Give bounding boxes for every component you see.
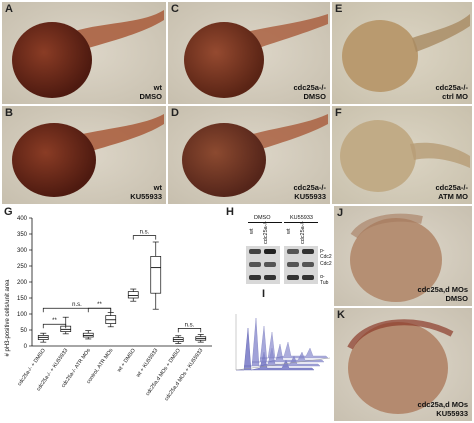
panel-label-K: K <box>337 309 345 321</box>
significance-label-4: n.s. <box>185 322 195 328</box>
blot-image <box>246 246 318 284</box>
significance-label-2: ** <box>97 302 102 308</box>
panel-label-J: J <box>337 207 344 219</box>
significance-bracket-3 <box>132 235 157 240</box>
lane-label-3: wt <box>286 228 292 235</box>
panel-J: J cdc25a,d MOs DMSO <box>334 206 472 306</box>
panel-I: I <box>222 288 332 378</box>
category-label-4: wt + DMSO <box>116 348 137 374</box>
box-5 <box>150 256 162 294</box>
panel-F: F cdc25a-/- ATM MO <box>332 106 472 204</box>
embryo-photo-K <box>334 308 472 421</box>
y-tick-label-7: 350 <box>17 232 28 238</box>
y-tick-label-5: 250 <box>17 264 28 270</box>
y-axis-label: # pH3-positive cells/unit area <box>5 279 11 357</box>
y-tick-label-2: 100 <box>17 312 28 318</box>
embryo-photo-E <box>332 2 472 104</box>
significance-bracket-4 <box>177 328 202 333</box>
y-tick-label-3: 150 <box>17 296 28 302</box>
caption-C: cdc25a-/- DMSO <box>293 83 326 101</box>
panel-G: G # pH3-positive cells/unit area 0 50 100 1… <box>0 206 222 423</box>
caption-K: cdc25a,d MOs KU55933 <box>417 400 468 418</box>
lane-label-1: wt <box>249 228 255 235</box>
panel-label-H: H <box>226 206 234 218</box>
embryo-photo-D <box>168 106 330 204</box>
panel-label-I: I <box>262 288 266 300</box>
y-tick-label-6: 300 <box>17 248 28 254</box>
embryo-photo-B <box>2 106 166 204</box>
blot-group-ku55933: KU55933 <box>290 215 313 221</box>
panel-label-B: B <box>5 107 13 119</box>
embryo-photo-C <box>168 2 330 104</box>
panel-label-E: E <box>335 3 343 15</box>
embryo-photo-F <box>332 106 472 204</box>
lane-label-2: cdc25a-/- <box>263 221 269 244</box>
panel-label-F: F <box>335 107 342 119</box>
significance-bracket-2 <box>87 307 112 313</box>
significance-label-3: n.s. <box>140 230 150 236</box>
embryo-photo-A <box>2 2 166 104</box>
y-tick-label-8: 400 <box>17 216 28 222</box>
y-tick-label-0: 0 <box>24 344 28 350</box>
caption-D: cdc25a-/- KU55933 <box>293 183 326 201</box>
boxplot-chart: # pH3-positive cells/unit area 0 50 100 150… <box>5 216 212 402</box>
band-label-tub: α-Tub <box>320 274 329 286</box>
panel-A: A wt DMSO <box>2 2 166 104</box>
caption-F: cdc25a-/- ATM MO <box>435 183 468 201</box>
panel-B: B wt KU55933 <box>2 106 166 204</box>
caption-B: wt KU55933 <box>130 183 162 201</box>
panel-E: E cdc25a-/- ctrl MO <box>332 2 472 104</box>
significance-label-1: ** <box>52 318 57 324</box>
significance-label-0: n.s. <box>72 302 82 308</box>
box-4 <box>127 291 139 299</box>
category-label-5: wt + KU55933 <box>135 348 159 379</box>
caption-J: cdc25a,d MOs DMSO <box>417 285 468 303</box>
panel-label-C: C <box>171 3 179 15</box>
band-label-cdc2: Cdc2 <box>320 261 332 267</box>
caption-E: cdc25a-/- ctrl MO <box>435 83 468 101</box>
blot-group-dmso: DMSO <box>254 215 271 221</box>
panel-label-G: G <box>4 206 13 218</box>
y-tick-label-4: 200 <box>17 280 28 286</box>
lane-label-4: cdc25a-/- <box>300 221 306 244</box>
panel-label-A: A <box>5 3 13 15</box>
caption-A: wt DMSO <box>139 83 163 101</box>
panel-label-D: D <box>171 107 179 119</box>
significance-bracket-0 <box>42 307 112 313</box>
y-tick-label-1: 50 <box>20 328 27 334</box>
panel-K: K cdc25a,d MOs KU55933 <box>334 308 472 421</box>
panel-H: H DMSO KU55933 wt cdc25a-/- wt cdc25a-/-… <box>222 206 332 286</box>
embryo-photo-J <box>334 206 472 306</box>
profile-plot <box>235 314 331 371</box>
category-label-7: cdc25a,d MOs + KU55933 <box>164 348 205 402</box>
panel-C: C cdc25a-/- DMSO <box>168 2 330 104</box>
band-label-pcdc2: p-Cdc2 <box>320 248 332 260</box>
significance-bracket-1 <box>42 323 67 329</box>
panel-D: D cdc25a-/- KU55933 <box>168 106 330 204</box>
